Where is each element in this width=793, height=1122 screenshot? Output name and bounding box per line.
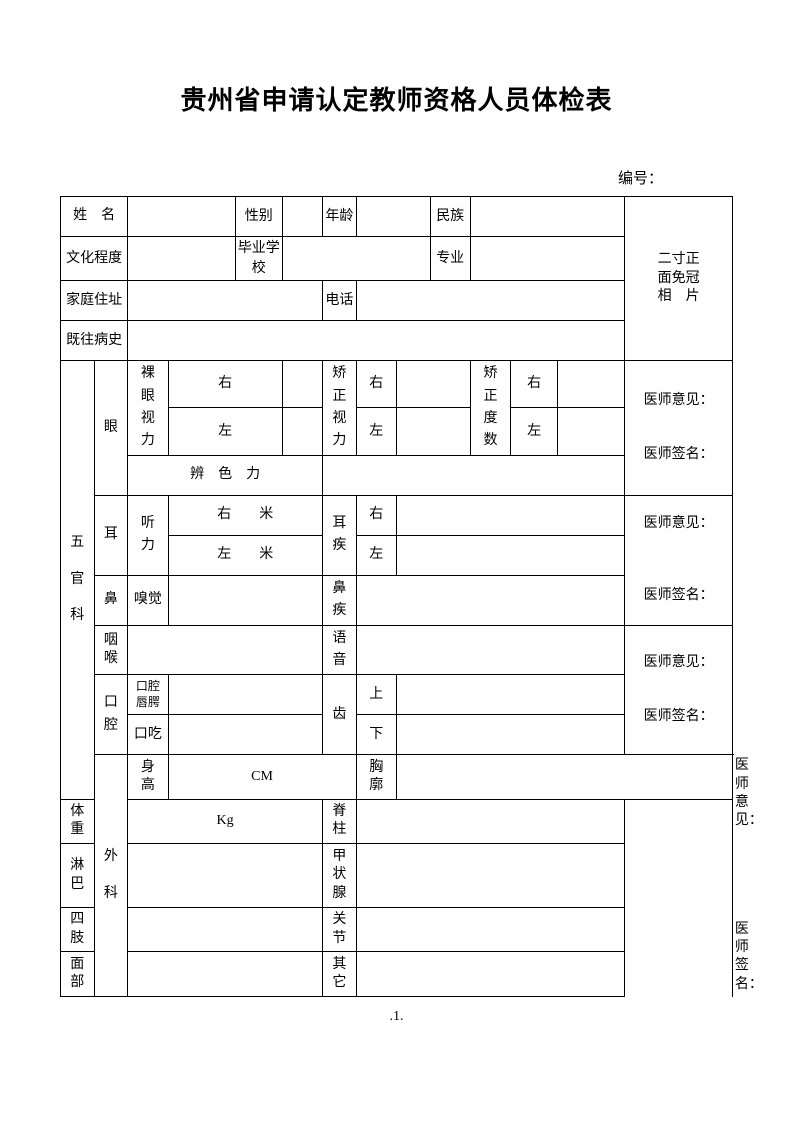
field-joints[interactable]	[356, 907, 625, 951]
field-thyroid[interactable]	[356, 844, 625, 908]
field-ethnicity[interactable]	[470, 197, 625, 237]
field-address[interactable]	[128, 281, 323, 321]
label-weight: 体重	[61, 799, 95, 843]
section-wuguanke: 五 官 科	[61, 361, 95, 800]
label-corrected-vision: 矫正视力	[323, 361, 357, 456]
field-nose-disease[interactable]	[356, 575, 625, 625]
field-color-vision[interactable]	[323, 455, 625, 495]
doctor-throat-mouth[interactable]: 医师意见：医师签名：	[625, 625, 733, 755]
field-school[interactable]	[282, 237, 430, 281]
field-face[interactable]	[128, 952, 323, 996]
label-lymph: 淋巴	[61, 844, 95, 908]
field-ear-left[interactable]	[396, 535, 624, 575]
label-stutter: 口吃	[128, 715, 168, 755]
label-lips: 口腔唇腭	[128, 675, 168, 715]
label-teeth-lower: 下	[356, 715, 396, 755]
field-weight[interactable]: Kg	[128, 799, 323, 843]
field-gender[interactable]	[282, 197, 322, 237]
label-face: 面部	[61, 952, 95, 996]
label-mouth: 口腔	[94, 675, 128, 755]
label-major: 专业	[430, 237, 470, 281]
label-naked-right: 右	[168, 361, 282, 408]
field-other[interactable]	[356, 952, 625, 996]
label-ear-left: 左	[356, 535, 396, 575]
label-teeth: 齿	[323, 675, 357, 755]
label-naked-left: 左	[168, 408, 282, 455]
label-hearing-right: 右 米	[168, 495, 323, 535]
label-correction-degree: 矫正度数	[470, 361, 510, 456]
field-chest[interactable]	[396, 755, 732, 799]
field-teeth-lower[interactable]	[396, 715, 624, 755]
label-degree-right: 右	[511, 361, 558, 408]
label-naked-vision: 裸眼视力	[128, 361, 168, 456]
label-throat: 咽喉	[94, 625, 128, 675]
label-ear-right: 右	[356, 495, 396, 535]
label-limbs: 四肢	[61, 907, 95, 951]
label-age: 年龄	[323, 197, 357, 237]
label-corrected-left: 左	[356, 408, 396, 455]
label-ear: 耳	[94, 495, 128, 575]
label-hearing-left: 左 米	[168, 535, 323, 575]
label-hearing: 听力	[128, 495, 168, 575]
field-name[interactable]	[128, 197, 236, 237]
field-naked-left[interactable]	[282, 408, 322, 455]
field-stutter[interactable]	[168, 715, 323, 755]
exam-form-table: 姓 名 性别 年龄 民族 二寸正 面免冠 相 片 文化程度 毕业学校 专业 家庭…	[60, 196, 733, 997]
field-limbs[interactable]	[128, 907, 323, 951]
label-nose: 鼻	[94, 575, 128, 625]
label-degree-left: 左	[511, 408, 558, 455]
field-smell[interactable]	[168, 575, 323, 625]
label-address: 家庭住址	[61, 281, 128, 321]
label-ethnicity: 民族	[430, 197, 470, 237]
label-other: 其它	[323, 952, 357, 996]
label-color-vision: 辨 色 力	[128, 455, 323, 495]
field-corrected-left[interactable]	[396, 408, 470, 455]
field-corrected-right[interactable]	[396, 361, 470, 408]
label-phone: 电话	[323, 281, 357, 321]
photo-box: 二寸正 面免冠 相 片	[625, 197, 733, 361]
label-nose-disease: 鼻疾	[323, 575, 357, 625]
field-spine[interactable]	[356, 799, 625, 843]
label-education: 文化程度	[61, 237, 128, 281]
field-degree-left[interactable]	[558, 408, 625, 455]
field-phone[interactable]	[356, 281, 625, 321]
label-thyroid: 甲状腺	[323, 844, 357, 908]
label-corrected-right: 右	[356, 361, 396, 408]
label-name: 姓 名	[61, 197, 128, 237]
page-title: 贵州省申请认定教师资格人员体检表	[60, 80, 733, 117]
field-degree-right[interactable]	[558, 361, 625, 408]
label-school: 毕业学校	[235, 237, 282, 281]
label-height: 身高	[128, 755, 168, 799]
field-lymph[interactable]	[128, 844, 323, 908]
doctor-eye[interactable]: 医师意见：医师签名：	[625, 361, 733, 496]
serial-number-label: 编号：	[60, 167, 733, 188]
field-height[interactable]: CM	[168, 755, 356, 799]
field-naked-right[interactable]	[282, 361, 322, 408]
page-number: .1.	[60, 1009, 733, 1025]
label-joints: 关节	[323, 907, 357, 951]
label-gender: 性别	[235, 197, 282, 237]
field-throat[interactable]	[128, 625, 323, 675]
label-teeth-upper: 上	[356, 675, 396, 715]
field-major[interactable]	[470, 237, 625, 281]
label-history: 既往病史	[61, 321, 128, 361]
field-age[interactable]	[356, 197, 430, 237]
label-smell: 嗅觉	[128, 575, 168, 625]
field-teeth-upper[interactable]	[396, 675, 624, 715]
label-spine: 脊柱	[323, 799, 357, 843]
label-chest: 胸廓	[356, 755, 396, 799]
label-voice: 语音	[323, 625, 357, 675]
field-education[interactable]	[128, 237, 236, 281]
section-waike: 外 科	[94, 755, 128, 996]
doctor-ear-nose[interactable]: 医师意见：医师签名：	[625, 495, 733, 625]
field-history[interactable]	[128, 321, 625, 361]
field-voice[interactable]	[356, 625, 625, 675]
label-ear-disease: 耳疾	[323, 495, 357, 575]
label-eye: 眼	[94, 361, 128, 496]
field-ear-right[interactable]	[396, 495, 624, 535]
field-lips[interactable]	[168, 675, 323, 715]
